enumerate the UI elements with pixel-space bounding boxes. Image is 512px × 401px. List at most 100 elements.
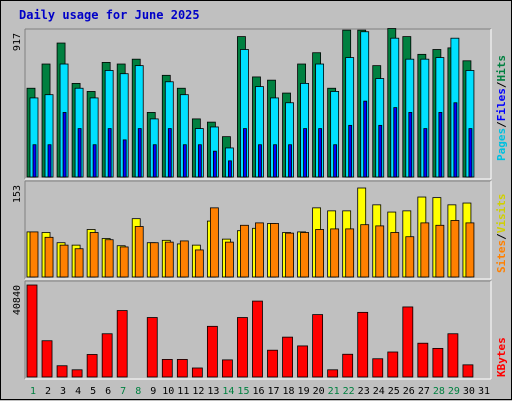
kbytes-bar <box>116 310 128 378</box>
kbytes-bar <box>267 349 278 378</box>
day-label: 2 <box>45 386 51 397</box>
sites-bar <box>285 232 294 278</box>
legend-sites: Sites <box>495 240 508 273</box>
pages-bar <box>32 144 37 178</box>
sites-bar <box>134 226 144 278</box>
day-label: 3 <box>60 386 66 397</box>
sites-bar <box>164 241 174 278</box>
kbytes-max-label: 40840 <box>12 285 23 315</box>
kbytes-bar <box>387 351 399 378</box>
sites-bar <box>330 228 340 278</box>
legend-visits-sites: Sites/Visits <box>495 194 508 274</box>
pages-bar <box>167 128 172 178</box>
day-label: 23 <box>358 386 370 397</box>
kbytes-bar <box>462 364 474 378</box>
sites-bar <box>194 249 204 278</box>
day-label: 21 <box>328 386 340 397</box>
day-label: 8 <box>135 386 141 397</box>
day-label: 13 <box>207 386 219 397</box>
day-label: 17 <box>267 386 279 397</box>
sites-bar <box>225 241 234 278</box>
day-label: 14 <box>222 386 234 397</box>
day-label: 6 <box>105 386 111 397</box>
pages-bar <box>92 144 97 178</box>
pages-bar <box>152 144 157 178</box>
legend-kbytes: KBytes <box>495 337 508 377</box>
pages-bar <box>47 144 52 178</box>
day-label: 28 <box>433 386 445 397</box>
kbytes-bar <box>417 342 429 378</box>
day-label: 24 <box>373 386 385 397</box>
pages-bar <box>228 160 232 178</box>
kbytes-bar <box>372 358 384 378</box>
legend-hits-files-pages-text: Pages/Files/Hits <box>495 55 508 161</box>
legend-visits-sites-text: Sites/Visits <box>495 194 508 274</box>
kbytes-bar <box>402 306 414 378</box>
legend-visits: Visits <box>495 194 508 234</box>
day-label: 20 <box>313 386 325 397</box>
sites-bar <box>240 224 249 278</box>
kbytes-bar <box>86 354 98 378</box>
day-label: 30 <box>463 386 475 397</box>
sites-bar <box>315 229 325 278</box>
pages-bar <box>182 144 187 178</box>
day-label: 5 <box>90 386 96 397</box>
day-label: 31 <box>478 386 490 397</box>
kbytes-bar <box>56 365 68 378</box>
day-label: 25 <box>388 386 400 397</box>
kbytes-bar <box>447 333 459 378</box>
sites-bar <box>465 222 475 278</box>
pages-bar <box>288 144 292 178</box>
day-label: 9 <box>150 386 156 397</box>
pages-bar <box>348 124 353 178</box>
pages-bar <box>393 107 398 178</box>
day-label: 4 <box>75 386 81 397</box>
sites-bar <box>435 224 445 278</box>
kbytes-bar <box>161 359 173 378</box>
kbytes-bar <box>327 369 339 378</box>
kbytes-bar <box>101 333 113 378</box>
day-label: 15 <box>237 386 249 397</box>
kbytes-bar <box>206 325 218 378</box>
kbytes-bar <box>176 359 188 378</box>
day-label: 22 <box>343 386 355 397</box>
kbytes-bar <box>342 353 354 378</box>
pages-bar <box>408 112 413 178</box>
legend-hits-files-pages: Pages/Files/Hits <box>495 55 508 161</box>
legend-files: Files <box>495 88 508 121</box>
pages-bar <box>137 128 142 178</box>
legend-hits: Hits <box>495 55 508 82</box>
kbytes-bar <box>297 345 308 378</box>
sites-bar <box>29 231 39 278</box>
kbytes-bar <box>191 367 203 378</box>
kbytes-bar <box>237 317 248 378</box>
pages-bar <box>303 128 307 178</box>
sites-bar <box>270 223 279 278</box>
hits-max-label: 917 <box>12 33 23 51</box>
sites-bar <box>300 232 309 278</box>
pages-bar <box>363 100 368 178</box>
day-label: 11 <box>177 386 189 397</box>
day-label: 7 <box>120 386 126 397</box>
day-label: 27 <box>418 386 430 397</box>
pages-bar <box>212 150 217 178</box>
pages-bar <box>318 128 323 178</box>
pages-bar <box>378 124 383 178</box>
sites-bar <box>390 232 400 278</box>
day-label: 29 <box>448 386 460 397</box>
day-label: 18 <box>283 386 295 397</box>
kbytes-bar <box>282 336 293 378</box>
pages-bar <box>107 128 112 178</box>
pages-bar <box>62 112 67 178</box>
day-label: 10 <box>162 386 174 397</box>
day-label: 16 <box>252 386 264 397</box>
legend-pages: Pages <box>495 128 508 161</box>
pages-bar <box>77 128 82 178</box>
kbytes-bar <box>146 317 158 378</box>
sites-bar <box>450 220 460 278</box>
kbytes-bar <box>41 340 53 378</box>
pages-bar <box>197 144 202 178</box>
legend-kbytes: KBytes <box>495 337 508 377</box>
